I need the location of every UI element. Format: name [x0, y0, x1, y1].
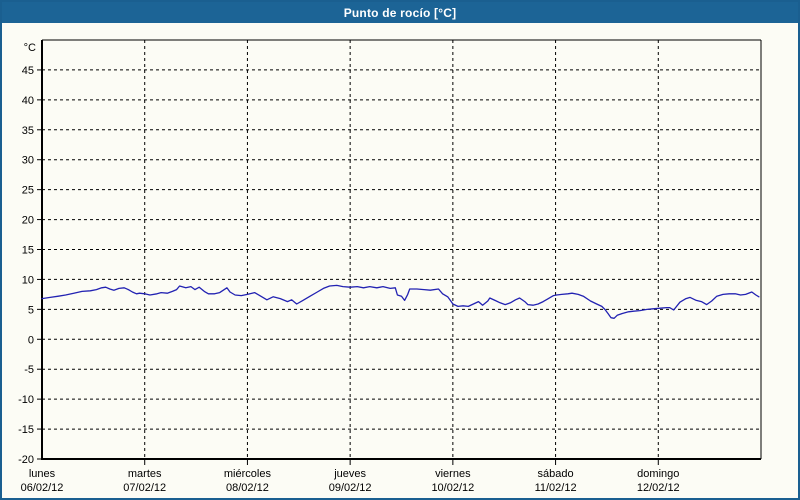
x-date-label: 11/02/12 — [535, 482, 577, 494]
x-day-label: viernes — [435, 468, 471, 480]
title-bar: Punto de rocío [°C] — [2, 2, 798, 23]
series-line-dew-point — [41, 284, 760, 319]
y-tick-label: 40 — [22, 95, 34, 107]
y-tick-label: 45 — [22, 65, 34, 77]
x-date-label: 10/02/12 — [431, 482, 474, 494]
y-tick-label: -20 — [18, 454, 34, 466]
y-tick-label: 25 — [22, 185, 34, 197]
y-tick-label: -15 — [18, 424, 34, 436]
y-tick-label: -10 — [18, 394, 34, 406]
x-day-label: lunes — [29, 468, 56, 480]
x-date-label: 06/02/12 — [21, 482, 64, 494]
x-day-label: jueves — [333, 468, 366, 480]
y-tick-label: 10 — [22, 274, 34, 286]
y-tick-label: 20 — [22, 215, 34, 227]
x-date-label: 07/02/12 — [123, 482, 166, 494]
x-day-label: sábado — [538, 468, 574, 480]
y-tick-label: 35 — [22, 125, 34, 137]
x-day-label: miércoles — [224, 468, 272, 480]
y-tick-label: 30 — [22, 155, 34, 167]
x-date-label: 09/02/12 — [329, 482, 372, 494]
x-day-label: martes — [128, 468, 162, 480]
y-axis-unit-label: °C — [24, 42, 36, 54]
y-tick-label: 5 — [28, 304, 34, 316]
x-date-label: 12/02/12 — [637, 482, 680, 494]
y-tick-label: 0 — [28, 334, 34, 346]
y-tick-label: -5 — [24, 364, 34, 376]
y-tick-label: 15 — [22, 245, 34, 257]
x-day-label: domingo — [637, 468, 679, 480]
x-date-label: 08/02/12 — [226, 482, 269, 494]
chart-title: Punto de rocío [°C] — [343, 5, 457, 20]
